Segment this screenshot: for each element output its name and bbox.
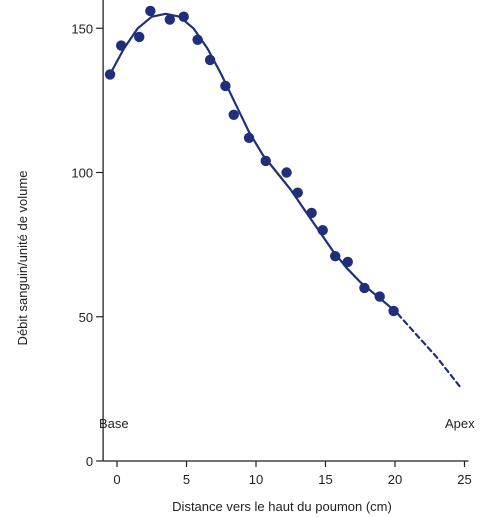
- extrapolated-curve: [396, 312, 463, 390]
- data-point: [292, 187, 303, 198]
- data-point: [388, 305, 399, 317]
- data-point: [359, 282, 370, 294]
- data-point: [317, 225, 328, 236]
- x-tick-label: 5: [183, 472, 190, 487]
- data-point: [115, 40, 127, 51]
- data-point: [164, 14, 176, 25]
- data-point: [342, 256, 353, 268]
- data-point: [330, 250, 341, 262]
- x-tick-label: 15: [318, 472, 332, 487]
- data-point: [260, 155, 271, 167]
- y-tick-label: 50: [79, 310, 93, 325]
- data-point: [243, 132, 255, 144]
- data-point: [228, 109, 239, 121]
- axes: 0 5 10 15 20 25 0 50 100 150: [71, 0, 472, 487]
- data-point: [220, 80, 231, 92]
- y-axis-title: Débit sanguin/unité de volume: [15, 171, 30, 346]
- y-tick-label: 0: [86, 454, 93, 469]
- labels: Base Apex Distance vers le haut du poumo…: [15, 171, 475, 514]
- x-tick-label: 10: [249, 472, 263, 487]
- curves: [108, 12, 463, 390]
- apex-annotation: Apex: [445, 416, 475, 431]
- y-tick-label: 150: [71, 21, 93, 36]
- x-tick-label: 0: [113, 472, 120, 487]
- data-point: [145, 5, 156, 17]
- data-point: [306, 207, 317, 219]
- y-tick-label: 100: [71, 166, 93, 181]
- data-point: [281, 167, 292, 178]
- x-tick-label: 25: [457, 472, 471, 487]
- data-point: [204, 54, 216, 66]
- x-tick-label: 20: [388, 472, 402, 487]
- data-point: [104, 69, 116, 80]
- data-point: [374, 291, 385, 302]
- base-annotation: Base: [99, 416, 129, 431]
- data-point: [192, 34, 203, 45]
- data-point: [178, 11, 189, 22]
- data-points: [104, 5, 399, 317]
- x-axis-title: Distance vers le haut du poumon (cm): [172, 499, 392, 514]
- fitted-curve: [108, 12, 399, 315]
- data-point: [134, 31, 145, 43]
